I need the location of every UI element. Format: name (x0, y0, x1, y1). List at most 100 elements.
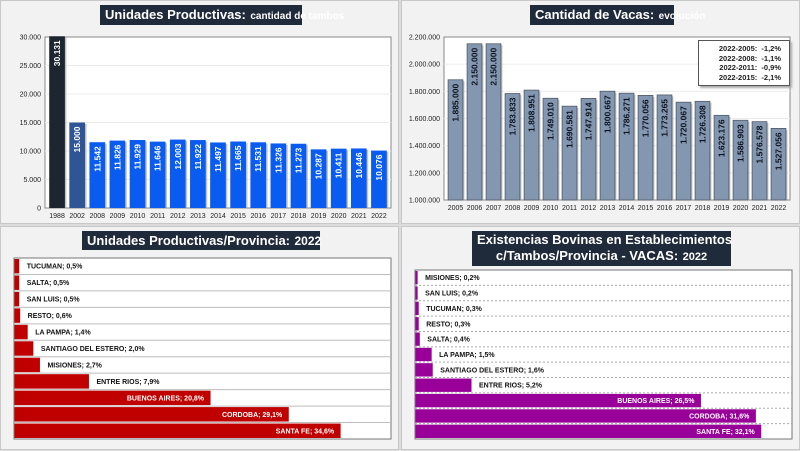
y-tick-label: 15.000 (20, 120, 42, 127)
title-main: Cantidad de Vacas: (535, 7, 655, 22)
chart-title-provincia-vacas: Existencias Bovinas en Establecimientos … (472, 231, 733, 266)
x-tick-label: 2020 (733, 205, 749, 212)
bar-value-label: 11.273 (293, 147, 303, 173)
title-main: Unidades Productivas: (105, 7, 246, 22)
x-tick-label: 2006 (467, 205, 483, 212)
bar (415, 393, 701, 408)
y-tick-label: 1.800.000 (409, 89, 440, 96)
bar-value-label: 1.726.308 (698, 105, 708, 143)
bar (415, 347, 432, 362)
bar-value-label: 11.922 (193, 144, 203, 170)
bar (415, 409, 756, 423)
bar (330, 148, 347, 208)
bar-label: CORDOBA; 31,6% (689, 413, 750, 420)
title-sub: 2022 (294, 234, 322, 248)
x-tick-label: 2011 (562, 205, 577, 212)
bar-value-label: 2.150.000 (470, 48, 480, 86)
x-tick-label: 2016 (657, 205, 673, 212)
x-tick-label: 2014 (619, 205, 635, 212)
y-tick-label: 5.000 (23, 177, 41, 184)
x-tick-label: 2016 (250, 213, 266, 220)
chart-tambos: 0 5.000 10.000 15.000 20.000 25.000 30.000 30.1… (20, 35, 392, 220)
legend-entry: 2022-2008: -1,1% (718, 53, 781, 63)
bar-label: TUCUMAN; 0,3% (426, 306, 482, 313)
bar-value-label: 11.929 (133, 144, 143, 170)
bar-label: SAN LUIS; 0,2% (425, 291, 479, 298)
bar (485, 43, 502, 201)
bar-value-label: 1.786.271 (622, 97, 632, 135)
x-tick-label: 2002 (69, 213, 85, 220)
bar (14, 259, 20, 274)
bar-label: CORDOBA; 29,1% (222, 412, 283, 419)
bar (523, 89, 540, 201)
bar (770, 128, 787, 201)
bar (89, 142, 106, 208)
variation-legend: 2022-2005: -1,2% 2022-2008: -1,1% 2022-2… (698, 40, 790, 86)
bar-value-label: 10.411 (334, 152, 344, 178)
bar (656, 94, 673, 201)
x-tick-label: 2008 (505, 205, 521, 212)
x-tick-label: 2017 (271, 213, 287, 220)
x-tick-label: 2010 (130, 213, 146, 220)
bar-value-label: 1.770.056 (641, 99, 651, 137)
legend-entry: 2022-2005: -1,2% (718, 44, 781, 53)
bar (310, 149, 327, 208)
title-line-1: Existencias Bovinas en Establecimientos (477, 232, 733, 247)
bar (751, 121, 768, 201)
bar (415, 363, 433, 377)
bar (371, 150, 387, 208)
panel-provincia-tambos: Unidades Productivas/Provincia: 2022 TUC… (0, 226, 399, 450)
x-tick-label: 2012 (581, 205, 597, 212)
bar (694, 100, 711, 201)
bar-value-label: 30.131 (52, 40, 62, 66)
chart-vacas: 1.000.000 1.200.000 1.400.000 1.600.000 1.80… (409, 35, 791, 212)
bar-value-label: 10.446 (354, 152, 364, 178)
bar-value-label: 11.326 (273, 147, 283, 173)
x-tick-label: 2011 (150, 213, 165, 220)
bar-value-label: 1.720.067 (679, 106, 689, 144)
bar (415, 378, 472, 392)
y-tick-label: 0 (37, 206, 41, 213)
bar-label: ENTRE RIOS; 5,2% (479, 383, 543, 390)
bar-value-label: 11.826 (112, 144, 122, 170)
x-tick-label: 2009 (524, 205, 540, 212)
bar (250, 142, 267, 208)
panel-tambos: Unidades Productivas: cantidad de tambos… (0, 0, 399, 224)
bar (415, 271, 418, 285)
bar (14, 341, 34, 356)
bar (210, 142, 226, 208)
bar (14, 357, 40, 373)
y-tick-label: 30.000 (20, 35, 42, 42)
bar (149, 141, 166, 208)
bar (415, 301, 419, 316)
x-tick-label: 2009 (110, 213, 126, 220)
bar (466, 43, 483, 201)
x-tick-label: 1988 (49, 213, 65, 220)
bar-label: MISIONES; 0,2% (425, 275, 480, 282)
bar (230, 141, 246, 208)
bar (447, 79, 464, 201)
title-main: c/Tambos/Provincia - VACAS: (495, 248, 679, 263)
bar (350, 148, 367, 208)
x-tick-label: 2015 (638, 205, 654, 212)
x-tick-label: 2022 (771, 205, 787, 212)
bar-label: SANTA FE; 34,6% (276, 428, 335, 435)
bar (49, 36, 65, 209)
x-tick-label: 2018 (695, 205, 711, 212)
bar-label: LA PAMPA; 1,4% (35, 330, 91, 337)
bar-value-label: 1.586.903 (736, 124, 746, 162)
bar-label: SALTA; 0,4% (427, 337, 470, 344)
bar-label: LA PAMPA; 1,5% (439, 352, 495, 359)
title-sub: cantidad de tambos (250, 11, 345, 22)
chart-title-vacas: Cantidad de Vacas: evolución (530, 5, 705, 25)
bar-label: MISIONES; 2,7% (47, 362, 102, 369)
bar (14, 390, 211, 406)
x-tick-label: 2005 (448, 205, 464, 212)
x-tick-label: 2019 (714, 205, 730, 212)
bar-label: SALTA; 0,5% (27, 280, 70, 287)
bar-value-label: 11.665 (233, 145, 243, 171)
bar (14, 275, 20, 290)
bar (14, 308, 21, 323)
x-tick-label: 2008 (90, 213, 106, 220)
x-tick-label: 2007 (486, 205, 502, 212)
